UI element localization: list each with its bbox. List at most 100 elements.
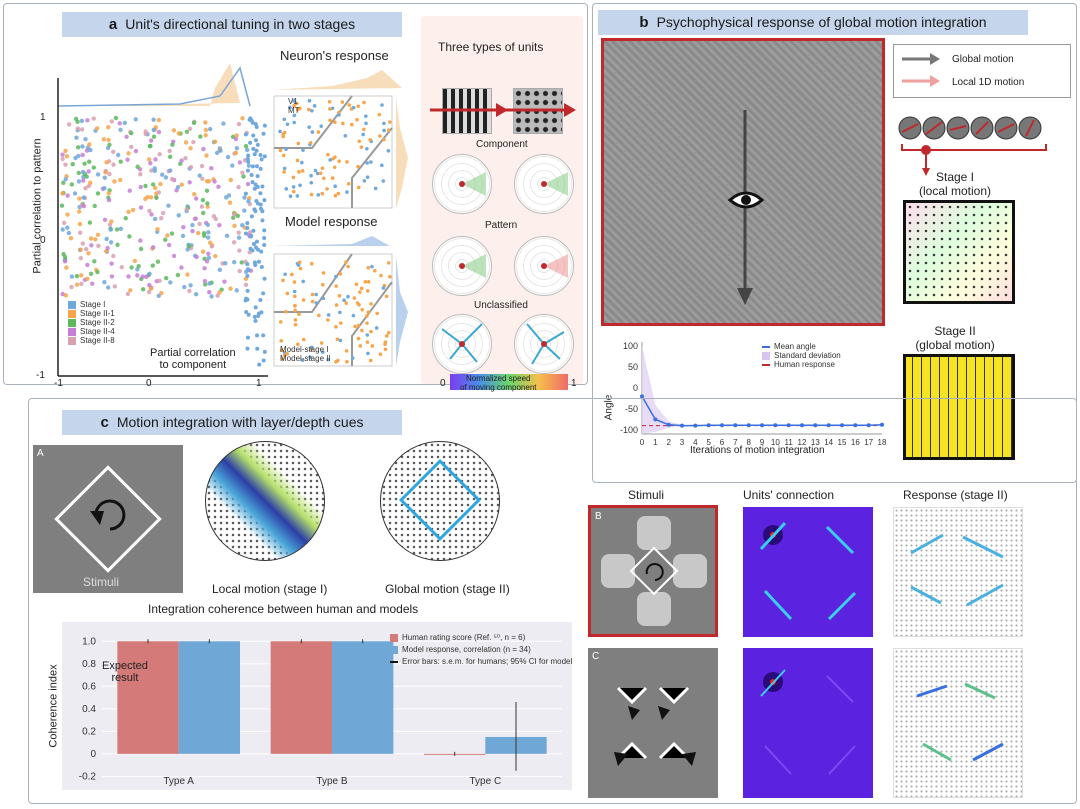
- scatter-point: [292, 104, 296, 108]
- scatter-point: [284, 147, 288, 151]
- scatter-point: [197, 173, 202, 178]
- neuron-scatter: [272, 70, 408, 209]
- std-band: [642, 346, 682, 434]
- scatter-point: [313, 168, 318, 173]
- scatter-point: [250, 120, 255, 125]
- scatter-point: [175, 272, 181, 278]
- scatter-point: [260, 218, 265, 223]
- scatter-point: [334, 303, 339, 307]
- scatter-point: [279, 348, 284, 353]
- model-title: Model response: [285, 214, 378, 229]
- scatter-point: [254, 239, 259, 244]
- scatter-point: [236, 235, 242, 240]
- bar-type-b-human: [270, 641, 332, 754]
- scatter-point: [63, 148, 68, 154]
- scatter-point: [75, 126, 81, 131]
- scatter-point: [334, 274, 338, 279]
- scatter-point: [321, 296, 326, 301]
- scatter-point: [88, 147, 93, 153]
- scatter-point: [293, 308, 297, 313]
- scatter-point: [81, 178, 86, 183]
- scatter-point: [333, 184, 337, 189]
- scatter-point: [309, 261, 314, 266]
- scatter-point: [226, 193, 232, 198]
- scatter-point: [77, 196, 82, 201]
- scatter-point: [382, 128, 386, 133]
- scatter-point: [76, 170, 81, 176]
- scatter-y-tick-neg1: -1: [36, 370, 45, 381]
- scatter-point: [321, 271, 326, 275]
- scatter-point: [259, 310, 264, 315]
- scatter-point: [208, 240, 213, 245]
- scatter-point: [359, 286, 364, 291]
- scatter-point: [188, 146, 193, 151]
- scatter-point: [148, 286, 154, 291]
- scatter-point: [79, 281, 84, 287]
- scatter-point: [184, 129, 190, 134]
- response-c-arrows: [916, 682, 1004, 762]
- scatter-x-tick-neg1: -1: [54, 378, 63, 389]
- scatter-point: [148, 161, 153, 166]
- scatter-point: [295, 158, 300, 163]
- scatter-point: [246, 163, 252, 168]
- scatter-point: [251, 242, 256, 247]
- mean-angle-point: [653, 417, 658, 422]
- scatter-point: [350, 356, 355, 360]
- local-apertures: [898, 116, 1047, 176]
- scatter-point: [216, 184, 221, 190]
- scatter-point: [328, 118, 332, 123]
- scatter-point: [150, 182, 156, 187]
- scatter-point: [157, 278, 162, 284]
- scatter-point: [204, 178, 210, 184]
- scatter-point: [95, 172, 101, 177]
- y-tick-label: 50: [628, 362, 638, 372]
- scatter-point: [83, 246, 89, 252]
- stimulus-c-arrows: [614, 686, 696, 766]
- scatter-point: [373, 186, 378, 191]
- connection-b-lines: [759, 521, 857, 621]
- scatter-point: [207, 126, 213, 132]
- scatter-point: [252, 152, 257, 157]
- scatter-point: [228, 177, 233, 183]
- scatter-point: [170, 142, 175, 147]
- scatter-point: [346, 181, 351, 186]
- scatter-point: [338, 272, 343, 276]
- scatter-point: [144, 274, 149, 280]
- scatter-point: [298, 266, 303, 271]
- scatter-point: [60, 191, 65, 196]
- scatter-point: [73, 116, 79, 122]
- scatter-point: [262, 236, 267, 241]
- scatter-point: [76, 179, 82, 184]
- scatter-point: [365, 321, 369, 325]
- scatter-point: [278, 148, 283, 153]
- y-tick-label: 0.4: [82, 704, 96, 715]
- scatter-point: [206, 230, 211, 235]
- scatter-point: [74, 135, 79, 140]
- scatter-point: [365, 146, 369, 151]
- scatter-point: [156, 129, 162, 135]
- scatter-point: [248, 116, 253, 121]
- global-arrow-icon: [902, 53, 940, 65]
- scatter-point: [224, 233, 230, 238]
- scatter-point: [307, 107, 311, 112]
- scatter-point: [92, 203, 97, 209]
- scatter-point: [111, 149, 116, 155]
- scatter-point: [254, 148, 259, 153]
- x-tick-label: 15: [838, 438, 847, 447]
- mean-angle-point: [706, 423, 711, 428]
- scatter-point: [133, 148, 139, 154]
- scatter-point: [351, 313, 356, 318]
- scatter-point: [291, 175, 296, 180]
- scatter-point: [282, 170, 286, 174]
- scatter-point: [291, 189, 296, 194]
- scatter-point: [218, 148, 223, 153]
- scatter-point: [155, 226, 160, 232]
- scatter-point: [351, 105, 356, 110]
- scatter-point: [366, 310, 371, 314]
- scatter-point: [378, 134, 382, 138]
- scatter-point: [258, 152, 263, 157]
- scatter-point: [102, 186, 107, 191]
- scatter-point: [136, 264, 141, 269]
- scatter-point: [156, 293, 161, 299]
- scatter-point: [168, 280, 173, 285]
